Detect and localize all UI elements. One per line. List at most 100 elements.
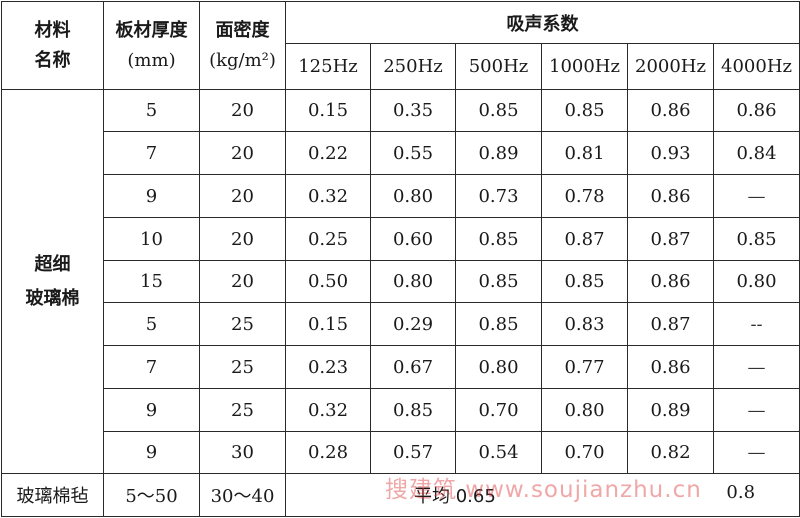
coef-1000: 0.85 [541,260,628,303]
density-cell: 20 [199,89,286,132]
coef-4000: 0.86 [712,89,800,132]
coef-4000: — [712,174,800,218]
coef-125: 0.28 [285,431,371,474]
coef-1000: 0.85 [541,89,628,132]
thickness-cell: 15 [103,260,200,303]
table-row: 7 20 0.22 0.55 0.89 0.81 0.93 0.84 [2,131,800,175]
header-freq-250: 250Hz [370,43,456,90]
header-thickness-unit: (mm) [127,49,176,71]
coef-2000: 0.87 [627,217,714,261]
coef-250: 0.55 [370,131,456,175]
coef-250: 0.60 [370,217,456,261]
table-row: 9 20 0.32 0.80 0.73 0.78 0.86 — [2,174,800,218]
coef-500: 0.85 [455,217,542,261]
coef-125: 0.32 [285,388,371,432]
coef-500: 0.54 [455,431,542,474]
coef-125: 0.50 [285,260,371,303]
header-density-unit: (kg/m²) [209,49,276,71]
coef-125: 0.15 [285,302,371,346]
header-absorption: 吸声系数 [284,1,800,44]
coef-250: 0.80 [370,174,456,218]
header-material-line1: 材料 [34,19,71,41]
coef-250: 0.85 [370,388,456,432]
coef-4000: 0.85 [712,217,800,261]
material-name-line2: 玻璃棉 [25,287,80,309]
coef-2000: 0.89 [627,388,714,432]
coef-4000: — [712,345,800,389]
felt-average-cell: 平均 0.65 0.8 [284,473,800,517]
thickness-cell: 5 [103,89,200,132]
felt-row: 玻璃棉毡 5～50 30～40 平均 0.65 0.8 [1,473,800,517]
header-freq-125: 125Hz [285,43,371,90]
coef-500: 0.85 [455,302,542,346]
density-cell: 30 [199,431,286,474]
material-glass-wool: 超细 玻璃棉 [1,89,104,474]
table-row: 10 20 0.25 0.60 0.85 0.87 0.87 0.85 [2,217,800,261]
coef-2000: 0.87 [627,302,714,346]
header-material: 材料 名称 [1,1,104,90]
coef-4000: 0.80 [712,260,800,303]
header-thickness-line1: 板材厚度 [115,19,188,41]
felt-right-value: 0.8 [726,482,756,503]
coef-1000: 0.78 [541,174,628,218]
table-row: 15 20 0.50 0.80 0.85 0.85 0.86 0.80 [2,260,800,303]
coef-2000: 0.86 [627,345,714,389]
coef-125: 0.15 [285,89,371,132]
felt-density: 30～40 [199,473,286,517]
coef-1000: 0.87 [541,217,628,261]
header-row-1: 材料 名称 板材厚度 (mm) 面密度 (kg/m²) 吸声系数 [1,1,800,90]
header-density: 面密度 (kg/m²) [199,1,286,90]
coef-250: 0.29 [370,302,456,346]
coef-1000: 0.81 [541,131,628,175]
coef-1000: 0.77 [541,345,628,389]
coef-500: 0.70 [455,388,542,432]
coef-500: 0.85 [455,89,542,132]
table-row: 7 25 0.23 0.67 0.80 0.77 0.86 — [2,345,800,389]
coef-250: 0.57 [370,431,456,474]
thickness-cell: 5 [103,302,200,346]
header-row-2: 125Hz 250Hz 500Hz 1000Hz 2000Hz 4000Hz [2,43,800,90]
density-cell: 20 [199,217,286,261]
coef-1000: 0.83 [541,302,628,346]
header-freq-1000: 1000Hz [541,43,628,90]
table-row: 9 30 0.28 0.57 0.54 0.70 0.82 — [2,431,800,474]
coef-4000: — [712,431,800,474]
density-cell: 20 [199,260,286,303]
density-cell: 25 [199,345,286,389]
coef-1000: 0.80 [541,388,628,432]
thickness-cell: 7 [103,345,200,389]
coef-4000: — [712,388,800,432]
coef-125: 0.32 [285,174,371,218]
coef-125: 0.22 [285,131,371,175]
density-cell: 25 [199,302,286,346]
coef-1000: 0.70 [541,431,628,474]
coef-250: 0.35 [370,89,456,132]
coef-500: 0.80 [455,345,542,389]
material-glass-wool-felt: 玻璃棉毡 [1,473,104,517]
coef-2000: 0.86 [627,89,714,132]
thickness-cell: 10 [103,217,200,261]
coef-500: 0.73 [455,174,542,218]
coef-250: 0.67 [370,345,456,389]
thickness-cell: 7 [103,131,200,175]
coef-4000: -- [712,302,800,346]
felt-thickness: 5～50 [103,473,200,517]
table-row: 5 25 0.15 0.29 0.85 0.83 0.87 -- [2,302,800,346]
coef-500: 0.89 [455,131,542,175]
coef-125: 0.23 [285,345,371,389]
density-cell: 20 [199,174,286,218]
coef-125: 0.25 [285,217,371,261]
table-row: 9 25 0.32 0.85 0.70 0.80 0.89 — [2,388,800,432]
header-material-line2: 名称 [34,49,71,71]
coef-2000: 0.86 [627,260,714,303]
material-name-line1: 超细 [34,253,71,275]
header-freq-2000: 2000Hz [627,43,714,90]
header-freq-4000: 4000Hz [712,43,800,90]
coef-500: 0.85 [455,260,542,303]
coef-2000: 0.82 [627,431,714,474]
density-cell: 25 [199,388,286,432]
thickness-cell: 9 [103,174,200,218]
coef-250: 0.80 [370,260,456,303]
header-freq-500: 500Hz [455,43,542,90]
